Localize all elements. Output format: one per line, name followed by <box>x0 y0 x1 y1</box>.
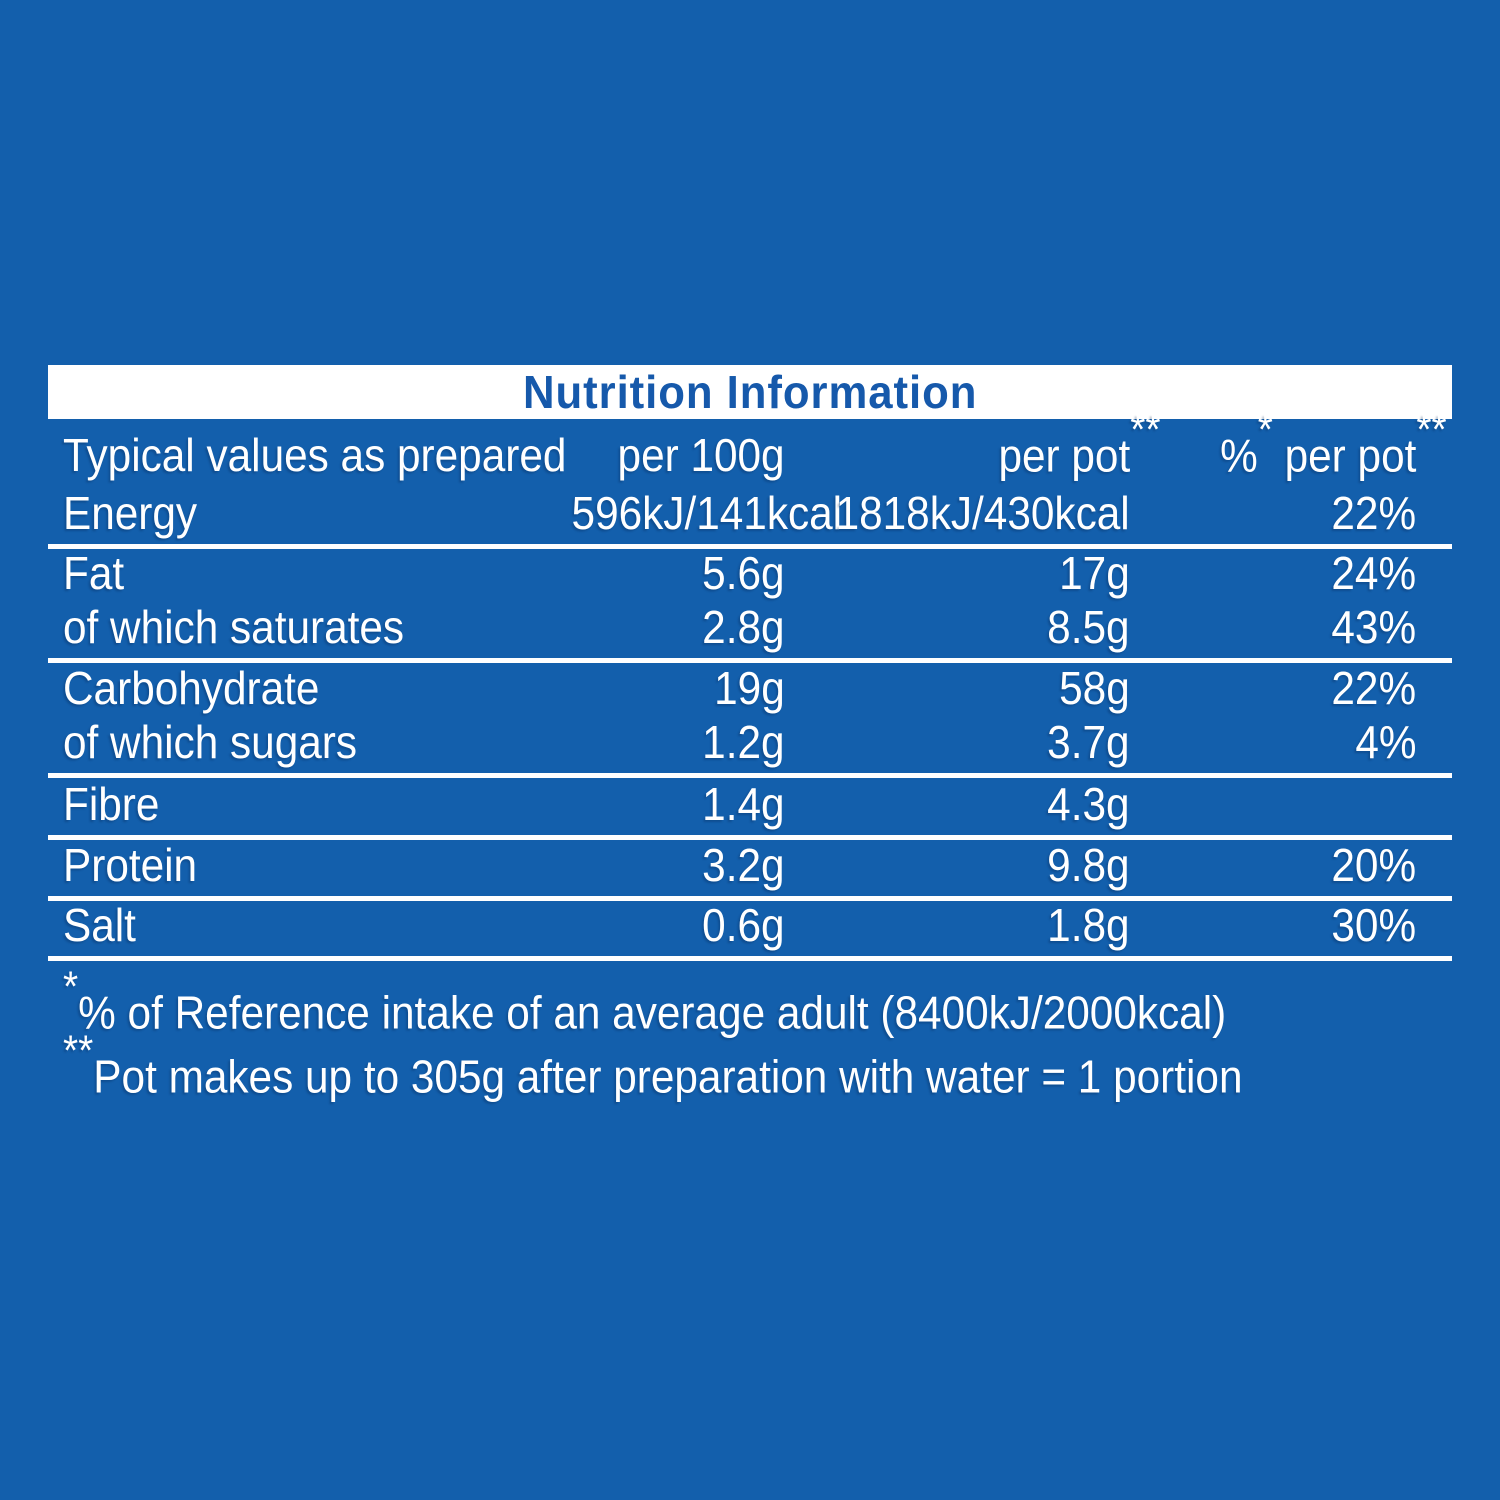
per-pot-value: 1.8g <box>1047 898 1130 951</box>
row-label: Energy <box>63 486 198 539</box>
percent-value: 4% <box>1354 715 1416 768</box>
row-label: of which saturates <box>63 601 405 654</box>
double-asterisk: ** <box>63 1026 94 1074</box>
percent-value: 22% <box>1331 486 1416 539</box>
table-header-row: Typical values as prepared per 100g per … <box>48 406 1452 486</box>
percent-value: 22% <box>1331 661 1416 714</box>
title-bar: Nutrition Information <box>48 365 1452 419</box>
table-row-fibre: Fibre 1.4g 4.3g <box>48 775 1452 840</box>
footnote-reference-intake: *% of Reference intake of an average adu… <box>63 963 1452 1038</box>
per-pot-value: 3.7g <box>1047 715 1130 768</box>
header-per-pot-text: per pot <box>998 429 1130 482</box>
asterisk: * <box>1257 406 1273 453</box>
row-label: Protein <box>63 838 198 891</box>
per-pot-value: 17g <box>1059 547 1130 600</box>
table-row-sugars: of which sugars 1.2g 3.7g 4% <box>48 715 1452 778</box>
asterisk: * <box>63 962 79 1010</box>
per-pot-value: 8.5g <box>1047 601 1130 654</box>
nutrition-table: Typical values as prepared per 100g per … <box>48 406 1452 961</box>
row-label: Fat <box>63 547 125 600</box>
percent-sign: % <box>1219 429 1258 482</box>
row-label: of which sugars <box>63 715 358 768</box>
per-pot-value: 4.3g <box>1047 777 1130 830</box>
nutrition-sheet: Nutrition Information Typical values as … <box>48 365 1452 1101</box>
per-100g-value: 1.2g <box>702 715 785 768</box>
row-label: Fibre <box>63 777 160 830</box>
footnote-text: Pot makes up to 305g after preparation w… <box>93 1050 1243 1103</box>
per-100g-value: 1.4g <box>702 777 785 830</box>
percent-value: 30% <box>1331 898 1416 951</box>
header-typical-values: Typical values as prepared <box>63 429 567 482</box>
footnotes: *% of Reference intake of an average adu… <box>48 963 1452 1103</box>
row-label: Salt <box>63 898 136 951</box>
table-row-salt: Salt 0.6g 1.8g 30% <box>48 898 1452 961</box>
percent-value: 20% <box>1331 838 1416 891</box>
row-label: Carbohydrate <box>63 661 320 714</box>
percent-value: 24% <box>1331 547 1416 600</box>
per-pot-value: 58g <box>1059 661 1130 714</box>
per-pot-value: 1818kJ/430kcal <box>835 486 1130 539</box>
table-row-carbohydrate: Carbohydrate 19g 58g 22% <box>48 661 1452 719</box>
header-percent-per-pot: %* per pot** <box>1219 406 1447 482</box>
per-100g-value: 3.2g <box>702 838 785 891</box>
page-title: Nutrition Information <box>522 366 978 418</box>
per-pot-value: 9.8g <box>1047 838 1130 891</box>
table-row-fat: Fat 5.6g 17g 24% <box>48 546 1452 604</box>
table-row-protein: Protein 3.2g 9.8g 20% <box>48 837 1452 901</box>
header-per-100g: per 100g <box>617 429 785 482</box>
footnote-text: % of Reference intake of an average adul… <box>78 985 1227 1038</box>
table-row-saturates: of which saturates 2.8g 8.5g 43% <box>48 601 1452 664</box>
per-100g-value: 19g <box>714 661 785 714</box>
footnote-pot-portion: **Pot makes up to 305g after preparation… <box>63 1027 1452 1103</box>
header-percent-per-pot-text: per pot <box>1272 429 1416 482</box>
table-row-energy: Energy 596kJ/141kcal 1818kJ/430kcal 22% <box>48 486 1452 549</box>
per-100g-value: 596kJ/141kcal <box>571 486 843 539</box>
per-100g-value: 2.8g <box>702 601 785 654</box>
per-100g-value: 0.6g <box>702 898 785 951</box>
per-100g-value: 5.6g <box>702 547 785 600</box>
header-per-pot: per pot** <box>998 406 1161 482</box>
percent-value: 43% <box>1331 601 1416 654</box>
